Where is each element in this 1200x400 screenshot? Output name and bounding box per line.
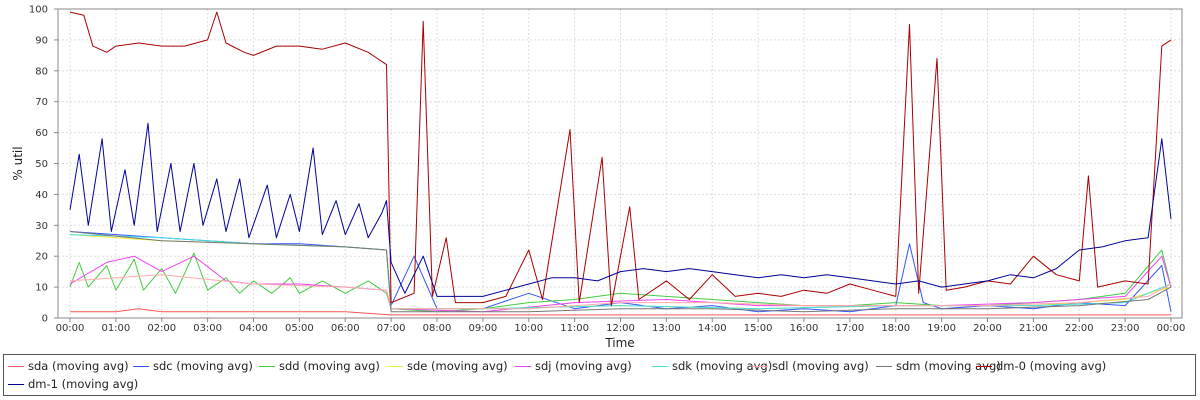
y-tick-label: 60 [35, 128, 48, 139]
series-line-sda [70, 308, 1171, 316]
y-tick-label: 30 [35, 221, 48, 232]
series-line-sdm [69, 231, 1172, 313]
legend-item-sdd: sdd (moving avg) [259, 359, 380, 373]
x-tick-label: 01:00 [101, 323, 130, 334]
x-tick-label: 11:00 [560, 323, 589, 334]
x-axis-ticks: 00:00 01:00 02:00 03:00 04:00 05:00 06:00 07:00… [56, 318, 1186, 334]
x-tick-label: 04:00 [239, 323, 268, 334]
y-tick-label: 100 [29, 5, 48, 16]
y-tick-label: 20 [35, 252, 48, 263]
x-tick-label: 07:00 [377, 323, 406, 334]
legend-item-sdc: sdc (moving avg) [133, 359, 253, 373]
x-tick-label: 08:00 [423, 323, 452, 334]
x-tick-label: 21:00 [1019, 323, 1048, 334]
legend-swatch [259, 366, 275, 367]
series-line-sdj [69, 255, 1172, 313]
x-tick-label: 16:00 [790, 323, 819, 334]
y-tick-label: 50 [35, 159, 48, 170]
y-tick-label: 90 [35, 35, 48, 46]
x-tick-label: 12:00 [606, 323, 635, 334]
x-tick-label: 14:00 [698, 323, 727, 334]
legend-item-dm-1: dm-1 (moving avg) [8, 377, 138, 391]
grid-lines [58, 8, 1182, 319]
legend-item-dm-0: dm-0 (moving avg) [976, 359, 1106, 373]
y-tick-label: 0 [42, 314, 48, 325]
series-line-sdd [69, 249, 1172, 313]
legend-label: sde (moving avg) [407, 359, 508, 373]
x-tick-label: 10:00 [514, 323, 543, 334]
x-tick-label: 19:00 [927, 323, 956, 334]
x-tick-label: 06:00 [331, 323, 360, 334]
legend: sda (moving avg) sdc (moving avg) sdd (mov… [3, 354, 1196, 396]
y-axis-ticks: 0 10 20 30 40 50 60 70 80 90 100 [29, 5, 58, 325]
y-axis-title: % util [11, 146, 25, 180]
legend-swatch [876, 366, 892, 367]
legend-label: sdd (moving avg) [279, 359, 380, 373]
legend-item-sdl: sdl (moving avg) [752, 359, 869, 373]
legend-label: sdc (moving avg) [153, 359, 253, 373]
legend-label: sdj (moving avg) [535, 359, 632, 373]
legend-item-sdk: sdk (moving avg) [652, 359, 772, 373]
legend-swatch [387, 366, 403, 367]
legend-label: sdk (moving avg) [672, 359, 773, 373]
x-tick-label: 18:00 [881, 323, 910, 334]
x-tick-label: 23:00 [1111, 323, 1140, 334]
legend-item-sda: sda (moving avg) [8, 359, 129, 373]
y-tick-label: 10 [35, 283, 48, 294]
legend-label: sdl (moving avg) [772, 359, 869, 373]
series-lines [69, 11, 1172, 316]
legend-swatch [515, 366, 531, 367]
x-axis-title: Time [604, 336, 634, 350]
y-tick-label: 80 [35, 66, 48, 77]
y-tick-label: 40 [35, 190, 48, 201]
x-tick-label: 00:00 [56, 323, 85, 334]
x-tick-label: 05:00 [285, 323, 314, 334]
legend-swatch [8, 366, 24, 367]
series-line-sdl [69, 274, 1172, 310]
y-tick-label: 70 [35, 97, 48, 108]
x-tick-label: 20:00 [973, 323, 1002, 334]
x-tick-label: 00:00 [1157, 323, 1186, 334]
x-tick-label: 03:00 [193, 323, 222, 334]
legend-swatch [976, 366, 992, 367]
legend-item-sde: sde (moving avg) [387, 359, 508, 373]
legend-item-sdm: sdm (moving avg) [876, 359, 1001, 373]
legend-swatch [8, 384, 24, 385]
line-chart: 0 10 20 30 40 50 60 70 80 90 100 00:00 01:00 02:00 03… [11, 5, 1186, 351]
legend-label: sda (moving avg) [28, 359, 129, 373]
x-tick-label: 22:00 [1065, 323, 1094, 334]
series-line-dm-1 [69, 122, 1172, 297]
x-tick-label: 02:00 [147, 323, 176, 334]
series-line-dm-0 [69, 11, 1172, 307]
legend-item-sdj: sdj (moving avg) [515, 359, 632, 373]
legend-swatch [752, 366, 768, 367]
legend-label: dm-1 (moving avg) [28, 377, 139, 391]
legend-label: dm-0 (moving avg) [996, 359, 1107, 373]
x-tick-label: 09:00 [468, 323, 497, 334]
x-tick-label: 15:00 [744, 323, 773, 334]
legend-label: sdm (moving avg) [896, 359, 1001, 373]
legend-swatch [133, 366, 149, 367]
x-tick-label: 13:00 [652, 323, 681, 334]
x-tick-label: 17:00 [835, 323, 864, 334]
legend-swatch [652, 366, 668, 367]
